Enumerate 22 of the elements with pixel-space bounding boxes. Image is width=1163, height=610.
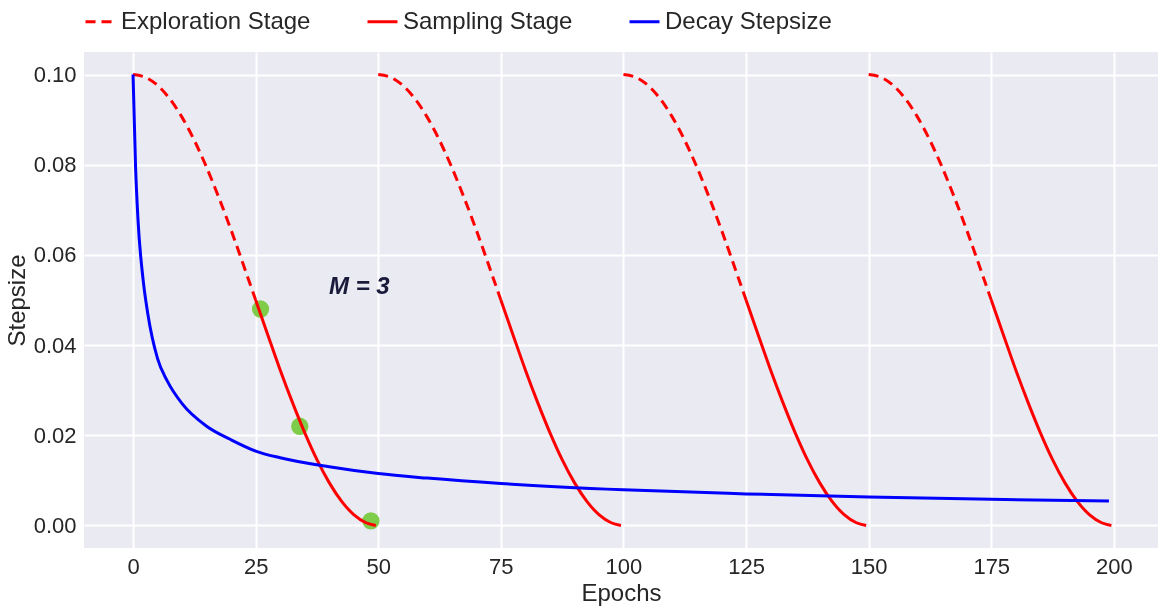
line-series: [131, 73, 1111, 503]
y-tick-label: 0.10: [33, 62, 77, 88]
legend-label: Exploration Stage: [121, 6, 311, 34]
x-tick-label: 50: [366, 553, 391, 579]
x-tick-label: 150: [850, 553, 888, 579]
x-tick-label: 25: [243, 553, 269, 579]
x-tick-label: 100: [605, 553, 643, 579]
y-tick-label: 0.06: [33, 242, 77, 268]
x-tick-label: 0: [127, 553, 140, 579]
x-tick-label: 125: [728, 553, 765, 579]
x-axis-title: Epochs: [581, 578, 662, 606]
annotation: M = 3: [329, 272, 391, 299]
x-tick-label: 75: [489, 553, 514, 579]
x-tick-label: 175: [973, 553, 1011, 579]
legend-label: Decay Stepsize: [665, 6, 832, 34]
y-tick-label: 0.00: [33, 512, 77, 538]
legend-label: Sampling Stage: [403, 6, 573, 34]
x-tick-label: 200: [1096, 553, 1133, 579]
y-tick-label: 0.08: [33, 152, 77, 178]
y-tick-label: 0.04: [33, 332, 77, 358]
y-axis-title: Stepsize: [2, 254, 30, 347]
y-tick-label: 0.02: [33, 422, 77, 448]
